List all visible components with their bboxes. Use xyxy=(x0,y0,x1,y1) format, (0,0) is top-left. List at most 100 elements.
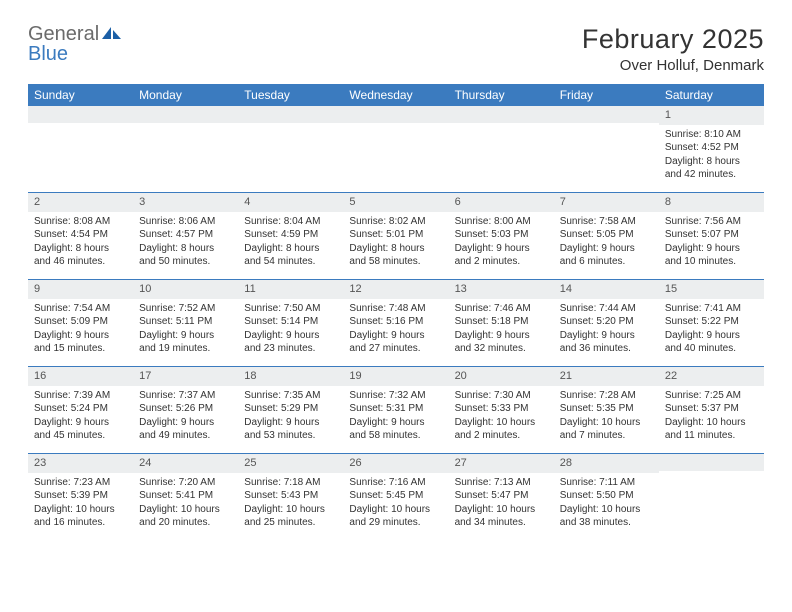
day-number xyxy=(343,106,448,123)
calendar-day-cell xyxy=(449,106,554,192)
sunrise-line: Sunrise: 7:39 AM xyxy=(34,389,127,403)
day-body: Sunrise: 7:18 AMSunset: 5:43 PMDaylight:… xyxy=(238,473,343,536)
calendar-day-cell: 6Sunrise: 8:00 AMSunset: 5:03 PMDaylight… xyxy=(449,193,554,279)
day-number xyxy=(659,454,764,471)
day-number: 21 xyxy=(554,367,659,386)
sunset-line: Sunset: 5:05 PM xyxy=(560,228,653,242)
day-number: 13 xyxy=(449,280,554,299)
sunset-line: Sunset: 5:39 PM xyxy=(34,489,127,503)
sunset-line: Sunset: 5:03 PM xyxy=(455,228,548,242)
daylight-line: Daylight: 8 hours and 46 minutes. xyxy=(34,242,127,269)
day-number: 7 xyxy=(554,193,659,212)
sunrise-line: Sunrise: 7:25 AM xyxy=(665,389,758,403)
sunrise-line: Sunrise: 7:52 AM xyxy=(139,302,232,316)
day-body: Sunrise: 8:10 AMSunset: 4:52 PMDaylight:… xyxy=(659,125,764,188)
day-number: 19 xyxy=(343,367,448,386)
calendar-day-cell: 27Sunrise: 7:13 AMSunset: 5:47 PMDayligh… xyxy=(449,454,554,540)
day-number xyxy=(133,106,238,123)
day-body: Sunrise: 7:56 AMSunset: 5:07 PMDaylight:… xyxy=(659,212,764,275)
day-body: Sunrise: 7:48 AMSunset: 5:16 PMDaylight:… xyxy=(343,299,448,362)
day-number: 5 xyxy=(343,193,448,212)
day-number: 6 xyxy=(449,193,554,212)
calendar-day-cell: 14Sunrise: 7:44 AMSunset: 5:20 PMDayligh… xyxy=(554,280,659,366)
daylight-line: Daylight: 9 hours and 36 minutes. xyxy=(560,329,653,356)
calendar-day-cell: 3Sunrise: 8:06 AMSunset: 4:57 PMDaylight… xyxy=(133,193,238,279)
calendar: Sunday Monday Tuesday Wednesday Thursday… xyxy=(28,84,764,540)
calendar-day-cell: 24Sunrise: 7:20 AMSunset: 5:41 PMDayligh… xyxy=(133,454,238,540)
sunrise-line: Sunrise: 7:16 AM xyxy=(349,476,442,490)
day-body: Sunrise: 7:35 AMSunset: 5:29 PMDaylight:… xyxy=(238,386,343,449)
day-number xyxy=(28,106,133,123)
calendar-week: 9Sunrise: 7:54 AMSunset: 5:09 PMDaylight… xyxy=(28,279,764,366)
sunset-line: Sunset: 5:45 PM xyxy=(349,489,442,503)
calendar-day-cell: 21Sunrise: 7:28 AMSunset: 5:35 PMDayligh… xyxy=(554,367,659,453)
sunset-line: Sunset: 5:26 PM xyxy=(139,402,232,416)
sunset-line: Sunset: 5:37 PM xyxy=(665,402,758,416)
day-number: 17 xyxy=(133,367,238,386)
sunrise-line: Sunrise: 7:37 AM xyxy=(139,389,232,403)
calendar-day-cell: 20Sunrise: 7:30 AMSunset: 5:33 PMDayligh… xyxy=(449,367,554,453)
sunrise-line: Sunrise: 7:50 AM xyxy=(244,302,337,316)
day-body: Sunrise: 7:30 AMSunset: 5:33 PMDaylight:… xyxy=(449,386,554,449)
daylight-line: Daylight: 10 hours and 2 minutes. xyxy=(455,416,548,443)
day-body: Sunrise: 7:58 AMSunset: 5:05 PMDaylight:… xyxy=(554,212,659,275)
daylight-line: Daylight: 9 hours and 10 minutes. xyxy=(665,242,758,269)
daylight-line: Daylight: 9 hours and 15 minutes. xyxy=(34,329,127,356)
calendar-day-cell: 16Sunrise: 7:39 AMSunset: 5:24 PMDayligh… xyxy=(28,367,133,453)
daylight-line: Daylight: 9 hours and 23 minutes. xyxy=(244,329,337,356)
sunrise-line: Sunrise: 7:20 AM xyxy=(139,476,232,490)
sunset-line: Sunset: 4:52 PM xyxy=(665,141,758,155)
day-number: 4 xyxy=(238,193,343,212)
sunrise-line: Sunrise: 8:08 AM xyxy=(34,215,127,229)
day-body: Sunrise: 7:16 AMSunset: 5:45 PMDaylight:… xyxy=(343,473,448,536)
sunset-line: Sunset: 4:59 PM xyxy=(244,228,337,242)
sunset-line: Sunset: 5:16 PM xyxy=(349,315,442,329)
sunset-line: Sunset: 4:54 PM xyxy=(34,228,127,242)
sunset-line: Sunset: 5:20 PM xyxy=(560,315,653,329)
sunset-line: Sunset: 5:33 PM xyxy=(455,402,548,416)
sunrise-line: Sunrise: 7:18 AM xyxy=(244,476,337,490)
daylight-line: Daylight: 9 hours and 19 minutes. xyxy=(139,329,232,356)
day-number xyxy=(554,106,659,123)
day-body: Sunrise: 8:04 AMSunset: 4:59 PMDaylight:… xyxy=(238,212,343,275)
calendar-day-cell xyxy=(238,106,343,192)
logo-text-general: General xyxy=(28,23,99,45)
daylight-line: Daylight: 9 hours and 40 minutes. xyxy=(665,329,758,356)
day-body: Sunrise: 7:41 AMSunset: 5:22 PMDaylight:… xyxy=(659,299,764,362)
calendar-day-cell: 8Sunrise: 7:56 AMSunset: 5:07 PMDaylight… xyxy=(659,193,764,279)
page-title: February 2025 xyxy=(582,24,764,55)
sunset-line: Sunset: 5:35 PM xyxy=(560,402,653,416)
day-number: 8 xyxy=(659,193,764,212)
sunrise-line: Sunrise: 8:00 AM xyxy=(455,215,548,229)
calendar-day-cell: 22Sunrise: 7:25 AMSunset: 5:37 PMDayligh… xyxy=(659,367,764,453)
sunrise-line: Sunrise: 7:30 AM xyxy=(455,389,548,403)
calendar-week: 16Sunrise: 7:39 AMSunset: 5:24 PMDayligh… xyxy=(28,366,764,453)
daylight-line: Daylight: 9 hours and 32 minutes. xyxy=(455,329,548,356)
sunset-line: Sunset: 5:01 PM xyxy=(349,228,442,242)
sunrise-line: Sunrise: 7:11 AM xyxy=(560,476,653,490)
calendar-day-cell xyxy=(28,106,133,192)
sunset-line: Sunset: 5:24 PM xyxy=(34,402,127,416)
sunset-line: Sunset: 5:41 PM xyxy=(139,489,232,503)
daylight-line: Daylight: 9 hours and 49 minutes. xyxy=(139,416,232,443)
day-body: Sunrise: 8:02 AMSunset: 5:01 PMDaylight:… xyxy=(343,212,448,275)
calendar-day-cell: 26Sunrise: 7:16 AMSunset: 5:45 PMDayligh… xyxy=(343,454,448,540)
daylight-line: Daylight: 10 hours and 38 minutes. xyxy=(560,503,653,530)
sunset-line: Sunset: 4:57 PM xyxy=(139,228,232,242)
day-body: Sunrise: 8:00 AMSunset: 5:03 PMDaylight:… xyxy=(449,212,554,275)
sunrise-line: Sunrise: 7:41 AM xyxy=(665,302,758,316)
daylight-line: Daylight: 10 hours and 16 minutes. xyxy=(34,503,127,530)
calendar-day-cell: 7Sunrise: 7:58 AMSunset: 5:05 PMDaylight… xyxy=(554,193,659,279)
day-number: 12 xyxy=(343,280,448,299)
calendar-day-cell: 12Sunrise: 7:48 AMSunset: 5:16 PMDayligh… xyxy=(343,280,448,366)
sunrise-line: Sunrise: 8:02 AM xyxy=(349,215,442,229)
day-number: 26 xyxy=(343,454,448,473)
calendar-day-cell: 2Sunrise: 8:08 AMSunset: 4:54 PMDaylight… xyxy=(28,193,133,279)
daylight-line: Daylight: 9 hours and 58 minutes. xyxy=(349,416,442,443)
day-body: Sunrise: 7:11 AMSunset: 5:50 PMDaylight:… xyxy=(554,473,659,536)
day-number: 11 xyxy=(238,280,343,299)
sunrise-line: Sunrise: 8:10 AM xyxy=(665,128,758,142)
sunset-line: Sunset: 5:18 PM xyxy=(455,315,548,329)
sunset-line: Sunset: 5:14 PM xyxy=(244,315,337,329)
calendar-day-cell: 18Sunrise: 7:35 AMSunset: 5:29 PMDayligh… xyxy=(238,367,343,453)
